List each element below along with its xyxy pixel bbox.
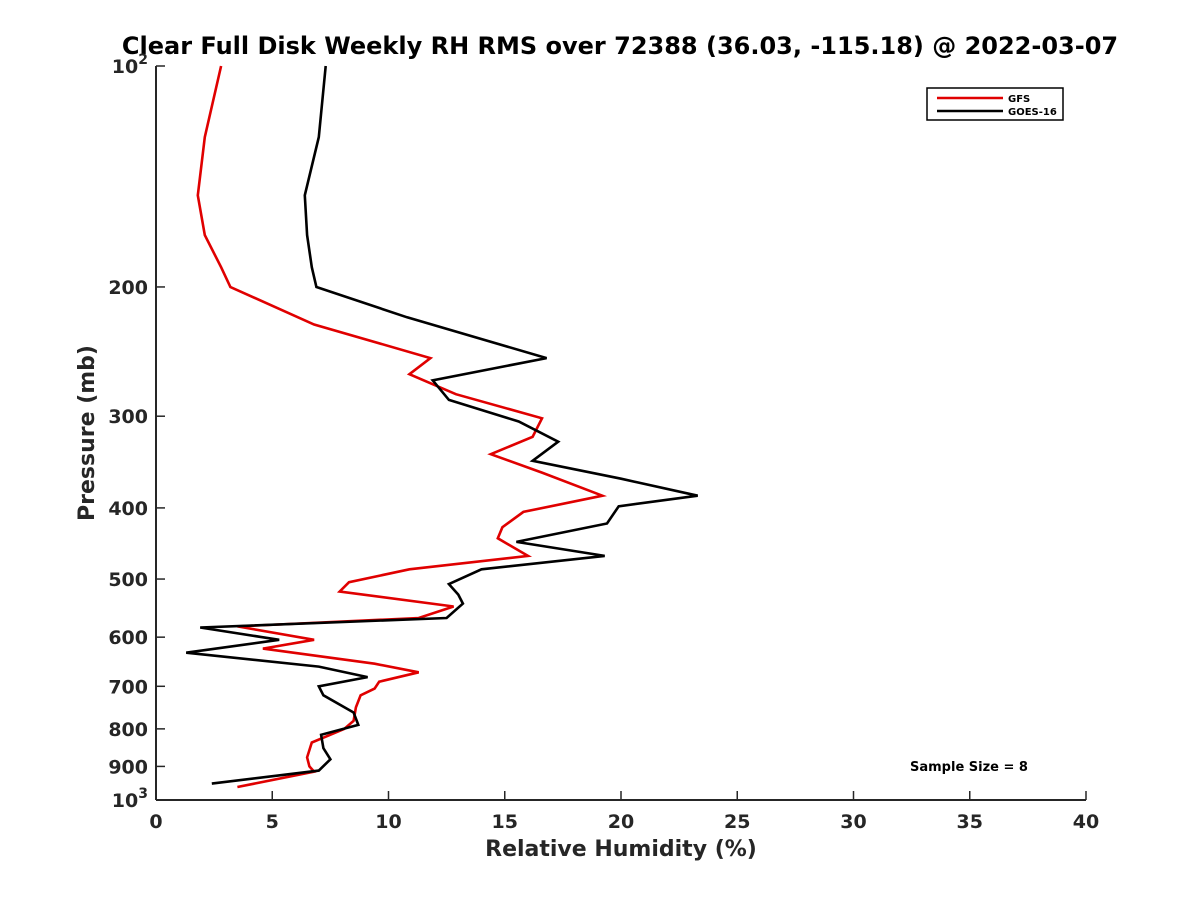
x-tick-label: 40 xyxy=(1073,811,1099,833)
y-tick-label: 300 xyxy=(108,406,148,428)
legend-box xyxy=(926,87,1064,121)
x-tick-label: 30 xyxy=(840,811,866,833)
x-ticks: 0 5 10 15 20 25 30 35 40 xyxy=(149,791,1099,833)
legend: GFS GOES-16 xyxy=(926,87,1064,121)
y-tick-label: 400 xyxy=(108,498,148,520)
x-tick-label: 20 xyxy=(608,811,634,833)
x-tick-label: 0 xyxy=(149,811,162,833)
y-tick-label: 102 xyxy=(112,52,148,78)
x-tick-label: 10 xyxy=(375,811,401,833)
y-ticks: 102 200 300 400 500 600 700 800 900 103 xyxy=(108,52,165,812)
legend-label-goes-16: GOES-16 xyxy=(1008,107,1057,118)
y-tick-label: 800 xyxy=(108,719,148,741)
series-layer xyxy=(186,65,698,789)
chart-title: Clear Full Disk Weekly RH RMS over 72388… xyxy=(122,32,1118,60)
y-tick-label: 900 xyxy=(108,756,148,778)
y-axis-label: Pressure (mb) xyxy=(75,345,100,521)
sample-size-annotation: Sample Size = 8 xyxy=(910,760,1028,775)
series-line-goes-16 xyxy=(186,65,698,785)
y-tick-label: 700 xyxy=(108,676,148,698)
legend-label-gfs: GFS xyxy=(1008,94,1030,105)
y-tick-label: 500 xyxy=(108,569,148,591)
y-tick-label: 600 xyxy=(108,627,148,649)
y-tick-label: 103 xyxy=(112,786,148,812)
y-tick-label: 200 xyxy=(108,277,148,299)
x-tick-label: 15 xyxy=(492,811,518,833)
x-tick-label: 35 xyxy=(957,811,983,833)
x-tick-label: 25 xyxy=(724,811,750,833)
x-axis-label: Relative Humidity (%) xyxy=(485,837,757,862)
x-tick-label: 5 xyxy=(266,811,279,833)
